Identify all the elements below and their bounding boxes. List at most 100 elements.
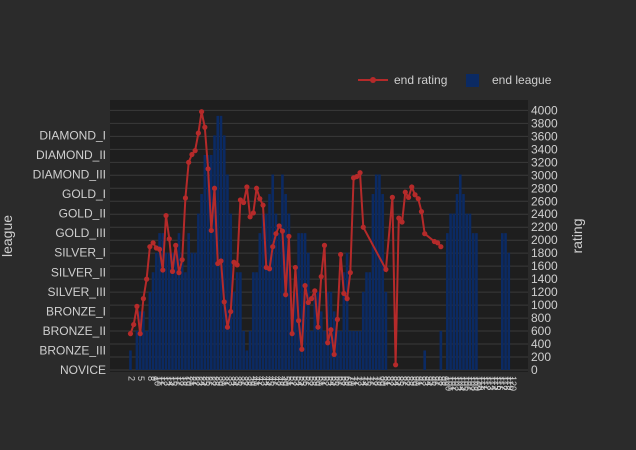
rating-point <box>354 173 360 180</box>
x-tick-label: 116 <box>495 376 505 390</box>
bar <box>148 291 152 370</box>
bar <box>264 213 268 370</box>
rating-point <box>422 231 428 237</box>
x-tick-label: 25 <box>201 376 211 386</box>
right-tick-label: 3600 <box>531 129 558 143</box>
bar <box>206 154 210 370</box>
x-tick-label: 14 <box>165 376 175 386</box>
rating-point <box>338 251 344 258</box>
x-tick-label: 67 <box>337 376 347 386</box>
bar <box>129 350 132 370</box>
x-tick-label: 90 <box>411 376 421 386</box>
x-tick-label: 65 <box>330 376 340 386</box>
x-axis-ticks: 2 5 89101112131415161718192021222324252627… <box>126 376 518 391</box>
x-tick-label: 40 <box>249 376 259 386</box>
x-tick-label: 18 <box>178 376 188 386</box>
x-tick-label: 48 <box>275 376 285 386</box>
x-tick-label: 44 <box>262 376 272 386</box>
x-tick-label: 71 <box>350 376 360 386</box>
bar <box>164 252 168 370</box>
bar <box>187 233 190 370</box>
rating-point <box>318 273 324 280</box>
x-tick-label: 88 <box>405 376 415 386</box>
bar <box>455 194 459 370</box>
bar <box>261 213 265 370</box>
x-tick-label: 94 <box>424 376 434 386</box>
right-tick-label: 3800 <box>531 116 558 130</box>
x-tick-label: 34 <box>230 376 240 386</box>
x-tick-label: 50 <box>282 376 292 386</box>
bar <box>504 233 507 370</box>
rating-point <box>224 324 231 330</box>
x-tick-label: 42 <box>256 376 266 386</box>
legend-item-end-league[interactable]: end league <box>466 73 552 87</box>
right-tick-label: 1400 <box>531 272 558 286</box>
rating-point <box>147 244 153 250</box>
legend-item-end-rating[interactable]: end rating <box>358 73 447 87</box>
bar <box>180 252 184 370</box>
right-tick-label: 600 <box>531 324 551 338</box>
rating-line <box>129 111 442 365</box>
bar <box>381 194 384 370</box>
x-tick-label: 24 <box>198 376 208 386</box>
x-tick-label: 41 <box>253 376 263 386</box>
x-tick-label: 26 <box>204 376 214 386</box>
bar <box>300 233 304 370</box>
x-tick-label: 79 <box>375 376 385 386</box>
x-tick-label: 104 <box>456 376 466 391</box>
x-tick-label: 69 <box>343 376 353 386</box>
bar <box>155 252 158 370</box>
left-tick-label: SILVER_III <box>48 285 106 299</box>
bar <box>213 135 216 370</box>
line-series-end-rating <box>127 109 444 368</box>
left-tick-label: GOLD_I <box>62 187 106 201</box>
rating-point <box>360 224 366 230</box>
x-tick-label: 84 <box>392 376 402 386</box>
left-tick-label: DIAMOND_III <box>33 168 106 182</box>
x-tick-label: 101 <box>447 376 457 391</box>
rating-point <box>250 210 256 216</box>
x-tick-label: 47 <box>272 376 282 386</box>
rating-point <box>260 202 266 208</box>
bar <box>423 350 426 370</box>
x-tick-label: 30 <box>217 376 227 386</box>
bar <box>171 252 174 370</box>
left-tick-label: NOVICE <box>60 363 106 377</box>
rating-point <box>405 194 412 200</box>
rating-point <box>402 189 408 195</box>
rating-point <box>173 242 179 248</box>
x-tick-label: 120 <box>508 376 518 391</box>
x-tick-label: 93 <box>421 376 431 386</box>
rating-point <box>312 288 318 294</box>
bar <box>193 252 197 370</box>
x-tick-label: 108 <box>469 376 479 391</box>
bar <box>507 252 511 370</box>
bar <box>287 213 291 370</box>
rating-point <box>334 316 340 322</box>
bar <box>458 174 462 370</box>
bar <box>332 311 336 370</box>
rating-point <box>241 199 247 206</box>
x-tick-label: 96 <box>430 376 440 386</box>
rating-point <box>134 303 140 309</box>
x-tick-label: 70 <box>346 376 356 386</box>
x-tick-label: 107 <box>466 376 476 391</box>
bar <box>226 174 229 370</box>
right-tick-label: 1000 <box>531 298 558 312</box>
rating-point <box>438 244 444 250</box>
x-tick-label: 13 <box>162 376 172 386</box>
right-tick-label: 3400 <box>531 142 558 156</box>
x-tick-label: 102 <box>450 376 460 391</box>
right-tick-label: 1200 <box>531 285 558 299</box>
x-tick-label: 82 <box>385 376 395 386</box>
rating-point <box>325 340 331 346</box>
x-tick-label: 117 <box>498 376 508 390</box>
bar <box>142 311 145 370</box>
rating-point <box>234 262 240 268</box>
right-tick-label: 1600 <box>531 259 558 273</box>
rating-point <box>144 276 150 282</box>
x-tick-label: 73 <box>356 376 366 386</box>
rating-point <box>182 195 189 201</box>
rating-point <box>169 268 176 274</box>
x-tick-label: 103 <box>453 376 463 391</box>
